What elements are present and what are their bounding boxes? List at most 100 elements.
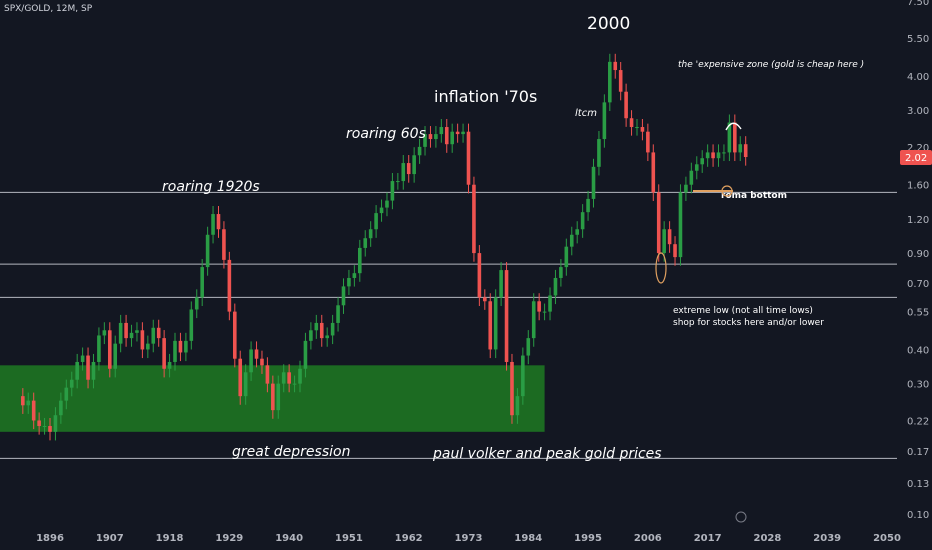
candle-body <box>569 234 574 247</box>
candle-body <box>26 400 31 406</box>
candle-body <box>711 152 715 159</box>
candle-body <box>521 355 525 397</box>
candle-body <box>260 358 264 366</box>
price-tick-label: 7.50 <box>907 0 929 8</box>
candle-body <box>341 286 346 306</box>
candle-body <box>97 335 101 362</box>
candle-body <box>700 158 705 165</box>
candle-body <box>493 297 498 350</box>
candle-body <box>580 212 585 230</box>
price-tick-label: 0.13 <box>907 479 929 490</box>
time-tick-label: 1907 <box>96 533 124 544</box>
candle-body <box>374 213 378 230</box>
candle-body <box>640 127 645 132</box>
price-tick-label: 0.70 <box>907 279 929 290</box>
candle-body <box>113 343 118 369</box>
candle-body <box>608 61 612 103</box>
candle-body <box>118 322 123 344</box>
candle-body <box>59 400 63 416</box>
candle-layer <box>21 53 748 441</box>
candle-body <box>385 200 389 208</box>
time-tick-label: 2050 <box>873 533 901 544</box>
candle-body <box>325 335 329 339</box>
candle-body <box>428 134 433 140</box>
candle-body <box>281 372 286 384</box>
candle-body <box>716 152 721 159</box>
candle-body <box>222 229 226 260</box>
current-price-label: 2.02 <box>905 153 927 164</box>
candle-body <box>151 327 156 344</box>
candle-body <box>439 127 444 135</box>
candle-body <box>667 229 672 245</box>
price-tick-label: 5.50 <box>907 34 929 45</box>
candle-body <box>129 332 134 339</box>
candle-body <box>390 181 395 201</box>
candle-body <box>722 152 726 154</box>
candle-body <box>86 355 90 380</box>
candle-body <box>743 144 748 158</box>
candle-body <box>162 338 166 369</box>
candle-body <box>629 118 634 128</box>
level-layer <box>0 191 897 459</box>
candle-body <box>423 134 427 147</box>
candle-body <box>347 277 351 287</box>
candle-body <box>379 207 384 214</box>
candle-body <box>232 311 237 359</box>
candle-body <box>461 131 465 135</box>
candle-body <box>298 368 302 384</box>
candle-body <box>271 383 275 411</box>
time-tick-label: 1962 <box>395 533 423 544</box>
candle-body <box>42 426 47 428</box>
candle-body <box>483 297 487 302</box>
candle-body <box>309 330 313 341</box>
candle-body <box>173 340 177 362</box>
candle-body <box>200 267 204 298</box>
scroll-to-realtime-icon[interactable] <box>735 511 747 523</box>
candle-body <box>357 247 362 274</box>
time-tick-label: 1984 <box>514 533 542 544</box>
candle-body <box>216 214 221 230</box>
time-tick-label: 2006 <box>634 533 662 544</box>
candle-body <box>586 198 590 213</box>
candle-body <box>205 234 210 268</box>
candle-body <box>48 426 52 432</box>
time-tick-label: 1929 <box>215 533 243 544</box>
candle-body <box>363 238 368 248</box>
time-tick-label: 1995 <box>574 533 602 544</box>
candle-body <box>624 91 628 119</box>
price-axis[interactable]: 7.50 5.50 4.00 3.00 2.20 1.60 1.20 0.90 0.70 0.55… <box>907 0 929 521</box>
candle-body <box>330 322 335 336</box>
candle-body <box>194 297 199 310</box>
top-arc <box>725 122 742 131</box>
candle-body <box>401 163 406 182</box>
candle-body <box>211 214 215 235</box>
price-tick-label: 0.22 <box>907 416 929 427</box>
current-price-badge <box>900 150 932 165</box>
price-tick-label: 2.20 <box>907 143 929 154</box>
candle-body <box>178 340 183 353</box>
time-tick-label: 1896 <box>36 533 64 544</box>
candle-body <box>673 244 677 258</box>
candle-body <box>412 155 416 175</box>
candle-body <box>738 144 743 153</box>
candle-body <box>249 349 253 373</box>
annotation-paul-volker: paul volker and peak gold prices <box>432 446 662 462</box>
candle-body <box>227 259 232 312</box>
candle-body <box>368 229 373 239</box>
candle-body <box>91 361 96 380</box>
candle-body <box>265 365 270 384</box>
candle-body <box>336 305 340 323</box>
candle-body <box>135 330 139 333</box>
candle-body <box>477 253 482 298</box>
time-tick-label: 1940 <box>275 533 303 544</box>
candle-body <box>276 383 281 411</box>
candle-body <box>37 420 41 427</box>
time-tick-label: 2039 <box>813 533 841 544</box>
candle-body <box>635 127 639 129</box>
time-axis[interactable]: 1896 1907 1918 1929 1940 1951 1962 1973 1984 1995… <box>36 533 901 544</box>
candle-body <box>189 309 194 341</box>
annotation-2000: 2000 <box>587 14 630 34</box>
price-tick-label: 0.90 <box>907 249 929 260</box>
candle-body <box>705 152 710 159</box>
